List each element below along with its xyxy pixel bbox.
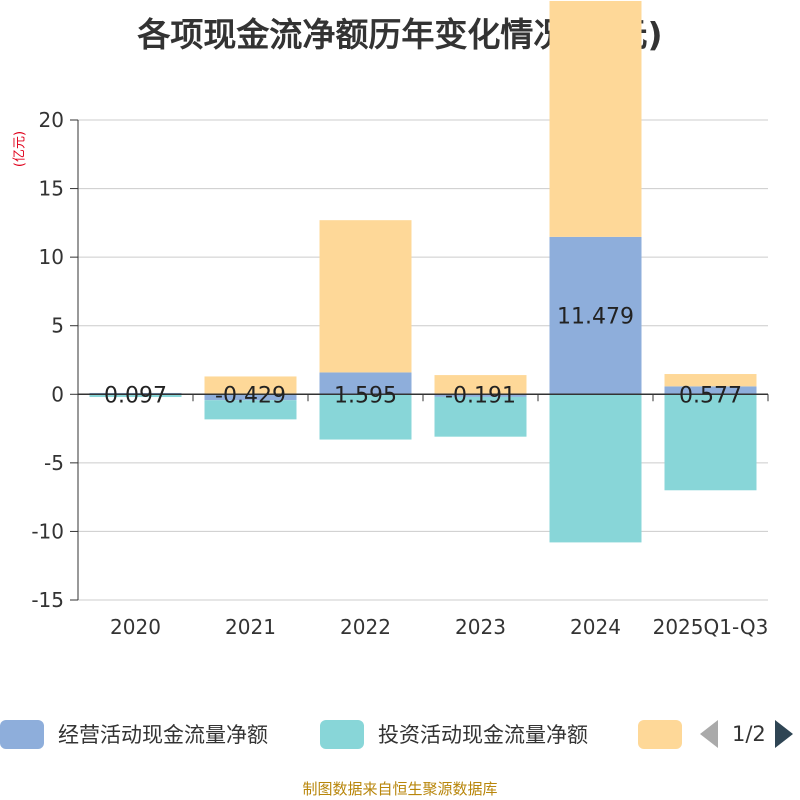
x-tick-label: 2021 (225, 615, 276, 639)
bar-series1-2023 (434, 396, 527, 437)
x-tick-label: 2022 (340, 615, 391, 639)
legend-swatch-third-series (638, 719, 682, 749)
bar-series0-2025Q1-Q3 (664, 386, 757, 395)
data-label: 0.577 (679, 383, 742, 408)
legend: 经营活动现金流量净额 投资活动现金流量净额 1/2 (0, 714, 800, 754)
bar-series2-2021 (204, 376, 297, 395)
y-tick-label: -15 (31, 588, 64, 612)
y-tick-label: 15 (39, 177, 64, 201)
bar-series0-2021 (204, 394, 297, 401)
bar-series1-2020 (89, 394, 182, 398)
legend-label-operating: 经营活动现金流量净额 (58, 723, 268, 747)
legend-label-investing: 投资活动现金流量净额 (378, 723, 588, 747)
data-label: 1.595 (334, 383, 397, 408)
legend-item-investing[interactable]: 投资活动现金流量净额 (320, 714, 588, 754)
legend-pager: 1/2 (700, 714, 793, 754)
legend-item-third-series[interactable] (638, 714, 696, 754)
bar-series2-2024 (549, 0, 642, 237)
x-tick-label: 2020 (110, 615, 161, 639)
y-tick-label: 0 (51, 382, 64, 406)
x-tick-label: 2024 (570, 615, 621, 639)
y-tick-label: -5 (44, 451, 64, 475)
y-tick-label: 10 (39, 245, 64, 269)
source-footer: 制图数据来自恒生聚源数据库 (302, 780, 498, 798)
x-tick-label: 2023 (455, 615, 506, 639)
bar-series1-2025Q1-Q3 (664, 394, 757, 491)
bar-series1-2022 (319, 394, 412, 440)
x-tick-label: 2025Q1-Q3 (653, 615, 769, 639)
y-tick-label: 20 (39, 108, 64, 132)
bar-series1-2024 (549, 394, 642, 543)
bar-series0-2024 (549, 236, 642, 395)
bar-series2-2022 (319, 220, 412, 373)
bar-series0-2023 (434, 394, 527, 397)
bar-series2-2023 (434, 375, 527, 395)
bar-series1-2021 (204, 400, 297, 420)
legend-item-operating[interactable]: 经营活动现金流量净额 (0, 714, 268, 754)
data-label: 11.479 (557, 305, 634, 330)
bar-series0-2022 (319, 372, 412, 395)
bar-series2-2025Q1-Q3 (664, 374, 757, 387)
pager-prev-icon[interactable] (700, 720, 718, 748)
pager-text: 1/2 (732, 722, 766, 746)
legend-swatch-operating (0, 719, 44, 749)
y-tick-label: 5 (51, 314, 64, 338)
data-label: 0.097 (104, 383, 167, 408)
data-label: -0.429 (215, 383, 286, 408)
data-label: -0.191 (445, 383, 516, 408)
legend-swatch-investing (320, 719, 364, 749)
y-tick-label: -10 (31, 519, 64, 543)
pager-next-icon[interactable] (774, 720, 793, 748)
